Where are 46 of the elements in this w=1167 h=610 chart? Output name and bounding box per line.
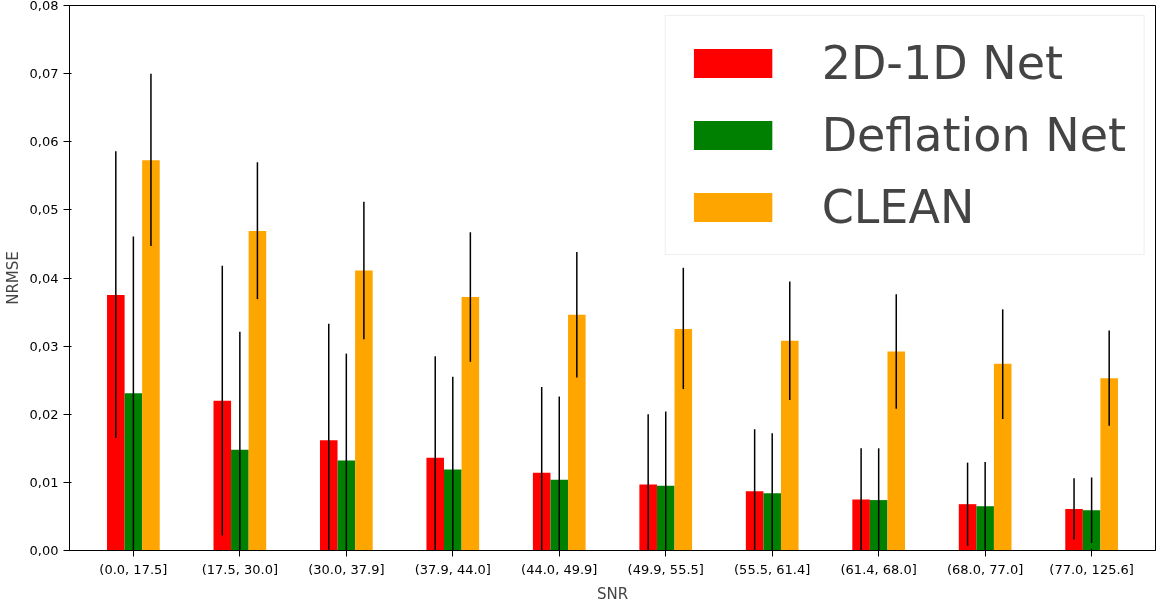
y-tick-label: 0,08 [29, 0, 59, 13]
bar [248, 230, 267, 551]
bar [656, 485, 675, 551]
bar [887, 351, 906, 551]
bar [461, 297, 480, 551]
bar [142, 160, 160, 551]
bar [1065, 508, 1083, 551]
x-tick-label: (0.0, 17.5] [99, 561, 168, 577]
legend-label: Deflation Net [821, 107, 1126, 164]
bar [107, 295, 125, 551]
bar [213, 400, 232, 551]
bar [124, 393, 143, 551]
x-tick-label: (77.0, 125.6] [1049, 561, 1134, 577]
bar [674, 329, 693, 551]
legend-label: 2D-1D Net [821, 35, 1063, 92]
bar [337, 460, 356, 551]
y-tick-label: 0,02 [29, 406, 59, 422]
bar [993, 363, 1012, 551]
y-tick-label: 0,07 [29, 66, 59, 82]
bar [780, 340, 799, 551]
bar [532, 472, 551, 551]
x-tick-label: (68.0, 77.0] [947, 561, 1024, 577]
x-tick-label: (17.5, 30.0] [201, 561, 279, 577]
bar [1100, 378, 1118, 551]
bar [869, 500, 888, 551]
y-tick-label: 0,03 [29, 338, 59, 354]
legend-label: CLEAN [821, 179, 975, 236]
bar [355, 270, 373, 551]
bar [568, 314, 586, 551]
x-tick-label: (44.0, 49.9] [521, 561, 598, 577]
x-axis-title: SNR [596, 584, 629, 603]
y-tick-label: 0,05 [29, 202, 59, 218]
bar [550, 479, 569, 551]
bar [1082, 510, 1101, 551]
bar [958, 504, 977, 551]
y-tick-label: 0,01 [29, 474, 59, 490]
x-tick-label: (61.4, 68.0] [840, 561, 917, 577]
bar [745, 491, 764, 551]
y-tick-label: 0,04 [29, 270, 59, 286]
x-tick-label: (37.9, 44.0] [414, 561, 491, 577]
x-tick-label: (49.9, 55.5] [627, 561, 704, 577]
x-tick-label: (30.0, 37.9] [308, 561, 385, 577]
y-tick-label: 0,00 [29, 543, 59, 558]
y-axis-title: NRMSE [3, 251, 22, 305]
x-tick-label: (55.5, 61.4] [734, 561, 811, 577]
y-tick-label: 0,06 [29, 134, 59, 150]
